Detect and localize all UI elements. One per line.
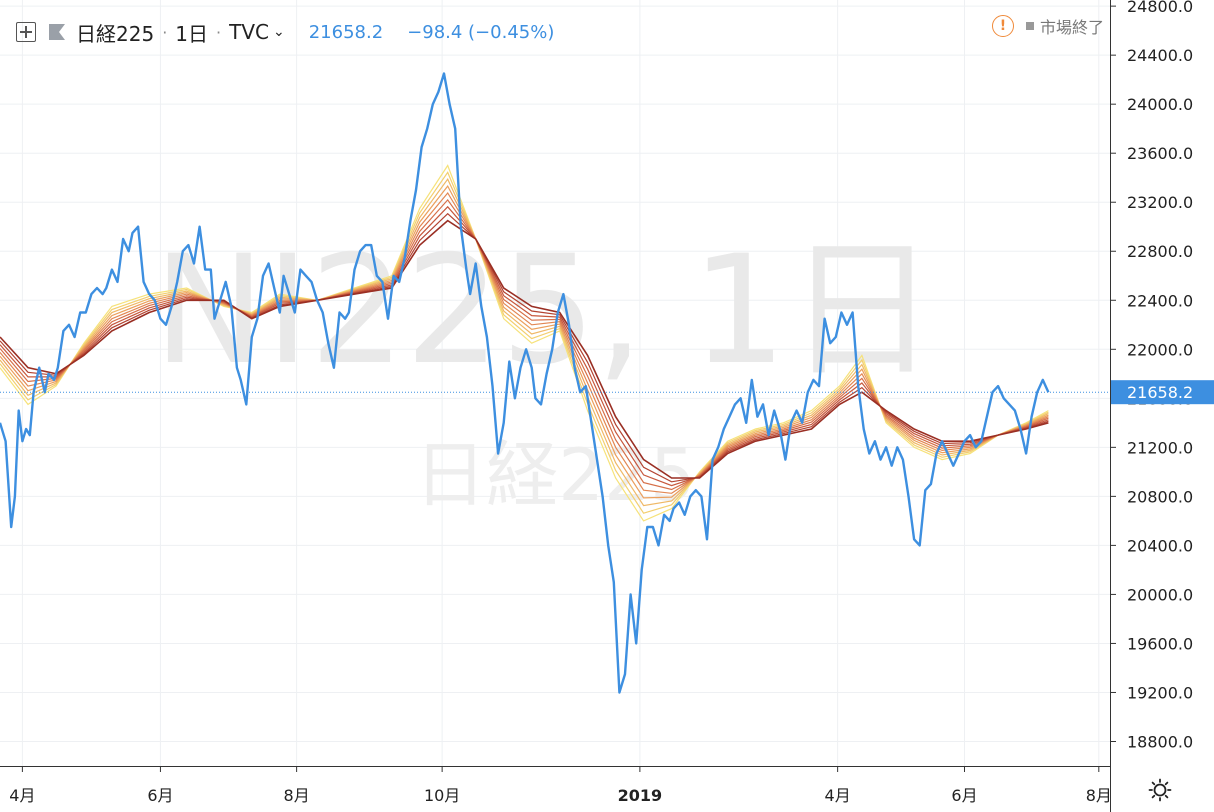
y-tick-label: 22800.0 (1127, 242, 1193, 261)
x-tick-label: 2019 (618, 786, 663, 805)
x-tick-label: 8月 (1086, 786, 1112, 805)
y-tick-label: 20800.0 (1127, 487, 1193, 506)
y-tick-label: 20000.0 (1127, 585, 1193, 604)
moving-average-line (0, 205, 1049, 487)
last-price: 21658.2 (308, 21, 384, 43)
sun-gear-icon[interactable] (1148, 778, 1172, 802)
moving-average-line (0, 212, 1049, 483)
x-tick-label: 6月 (147, 786, 173, 805)
interval-label[interactable]: 1日 (175, 21, 209, 46)
y-tick-label: 22000.0 (1127, 340, 1193, 359)
x-tick-label: 8月 (284, 786, 310, 805)
y-tick-label: 19200.0 (1127, 683, 1193, 702)
watermark-symbol: 日経225 (414, 433, 695, 517)
last-price-tag-label: 21658.2 (1127, 383, 1193, 402)
moving-average-line (0, 191, 1049, 494)
plus-square-icon[interactable] (16, 22, 36, 42)
source-label[interactable]: TVC (229, 20, 269, 44)
last-price-tag (1111, 380, 1214, 405)
y-tick-label: 24000.0 (1127, 95, 1193, 114)
y-tick-label: 24400.0 (1127, 46, 1193, 65)
separator-dot: · (162, 22, 168, 42)
y-tick-label: 24800.0 (1127, 0, 1193, 16)
y-tick-label: 21200.0 (1127, 438, 1193, 457)
price-series-line (0, 72, 1050, 694)
price-change: −98.4 (−0.45%) (407, 21, 555, 43)
moving-average-line (0, 198, 1049, 491)
moving-average-line (0, 178, 1049, 507)
market-status: ! 市場終了 (991, 14, 1104, 38)
y-tick-label: 23200.0 (1127, 193, 1193, 212)
warning-circle-icon[interactable]: ! (991, 15, 1014, 37)
moving-average-line (0, 219, 1049, 479)
watermark-title: NI225, 1日 (153, 224, 937, 398)
moving-average-line (0, 184, 1049, 499)
separator-dot: · (216, 22, 222, 42)
y-tick-label: 20400.0 (1127, 536, 1193, 555)
y-tick-label: 19600.0 (1127, 634, 1193, 653)
x-tick-label: 4月 (9, 786, 35, 805)
status-square-icon (1025, 22, 1034, 30)
y-tick-label: 23600.0 (1127, 144, 1193, 163)
symbol-name[interactable]: 日経225 (76, 21, 155, 46)
moving-average-line (0, 164, 1049, 522)
chevron-down-icon[interactable]: ⌄ (272, 24, 285, 40)
x-tick-label: 4月 (825, 786, 851, 805)
y-tick-label: 18800.0 (1127, 732, 1193, 751)
flag-icon[interactable] (48, 23, 66, 41)
symbol-legend: 日経225 · 1日 · TVC ⌄ 21658.2 −98.4 (−0.45%… (16, 16, 554, 48)
x-tick-label: 10月 (424, 786, 460, 805)
market-status-label: 市場終了 (1039, 18, 1104, 37)
y-tick-label: 22400.0 (1127, 291, 1193, 310)
x-tick-label: 6月 (951, 786, 977, 805)
moving-average-line (0, 171, 1049, 514)
